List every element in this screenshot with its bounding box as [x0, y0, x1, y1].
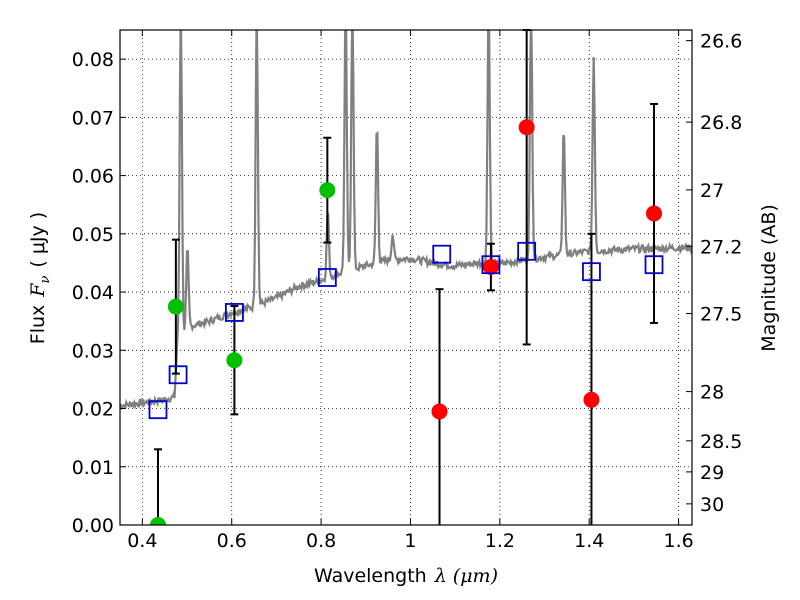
y-tick-label: 0.03 [72, 340, 114, 362]
green-detections-point [167, 298, 184, 315]
red-detections-point [518, 119, 535, 136]
right-tick-label: 29 [700, 462, 724, 484]
red-detections-point [583, 391, 600, 408]
y-tick-label: 0.01 [72, 457, 114, 479]
model-photometry-point [517, 241, 537, 261]
y-axis-label-sub: ν [38, 276, 53, 284]
right-tick-label: 27.5 [700, 304, 742, 326]
y-tick-label: 0.07 [72, 107, 114, 129]
x-tick-label: 0.4 [127, 530, 157, 552]
model-photometry-point [224, 303, 244, 322]
ticks: 0.4 0.6 0.8 1 1.2 1.4 1.6 0.00 0.01 0.02 0.03 0.04 0… [72, 30, 742, 552]
y-axis-label-text: Flux [27, 305, 49, 345]
y-axis-label-math: F [27, 283, 49, 298]
right-tick-label: 28.5 [700, 431, 742, 453]
x-axis-label-math: λ (μm) [434, 565, 498, 587]
model-photometry-point [432, 244, 452, 264]
y-tick-label: 0.02 [72, 399, 114, 421]
right-tick-label: 30 [700, 494, 724, 516]
right-tick-label: 27.2 [700, 236, 742, 258]
model-photometry-point [168, 365, 188, 385]
plot-frame [119, 29, 693, 526]
y-axis-label-right: Magnitude (AB) [758, 204, 780, 352]
x-axis-label-text: Wavelength [314, 565, 427, 587]
spectrum [120, 30, 692, 411]
y-tick-label: 0.00 [72, 515, 114, 537]
y-tick-label: 0.06 [72, 166, 114, 188]
x-tick-label: 0.6 [217, 530, 247, 552]
y-axis-label-left: Flux Fν ( μJy ) [27, 212, 53, 344]
model-photometry-point [148, 400, 168, 420]
x-tick-label: 0.8 [306, 530, 336, 552]
red-detections-point [482, 259, 499, 276]
x-tick-label: 1 [404, 530, 416, 552]
y-tick-label: 0.08 [72, 49, 114, 71]
y-tick-label: 0.05 [72, 224, 114, 246]
model-photometry-point [317, 268, 337, 287]
model-photometry-point [582, 262, 601, 282]
x-tick-label: 1.4 [574, 530, 604, 552]
model-photometry-point [481, 255, 501, 275]
right-tick-label: 26.6 [700, 31, 742, 53]
spectrum-line [120, 30, 692, 411]
green-detections-point [226, 352, 243, 369]
green-detections-point [319, 182, 336, 199]
green-detections-point [149, 517, 166, 525]
x-axis-label: Wavelength λ (μm) [314, 565, 498, 587]
y-tick-label: 0.04 [72, 282, 114, 304]
grid [120, 30, 692, 526]
red-detections-point [646, 205, 663, 222]
right-tick-label: 28 [700, 382, 724, 404]
x-tick-label: 1.6 [663, 530, 693, 552]
right-tick-label: 27 [700, 180, 724, 202]
model-photometry-point [644, 255, 664, 275]
x-tick-label: 1.2 [485, 530, 515, 552]
y-axis-label-unit: ( μJy ) [27, 212, 49, 268]
right-tick-label: 26.8 [700, 112, 742, 134]
red-detections-point [431, 403, 448, 420]
markers [148, 119, 664, 525]
